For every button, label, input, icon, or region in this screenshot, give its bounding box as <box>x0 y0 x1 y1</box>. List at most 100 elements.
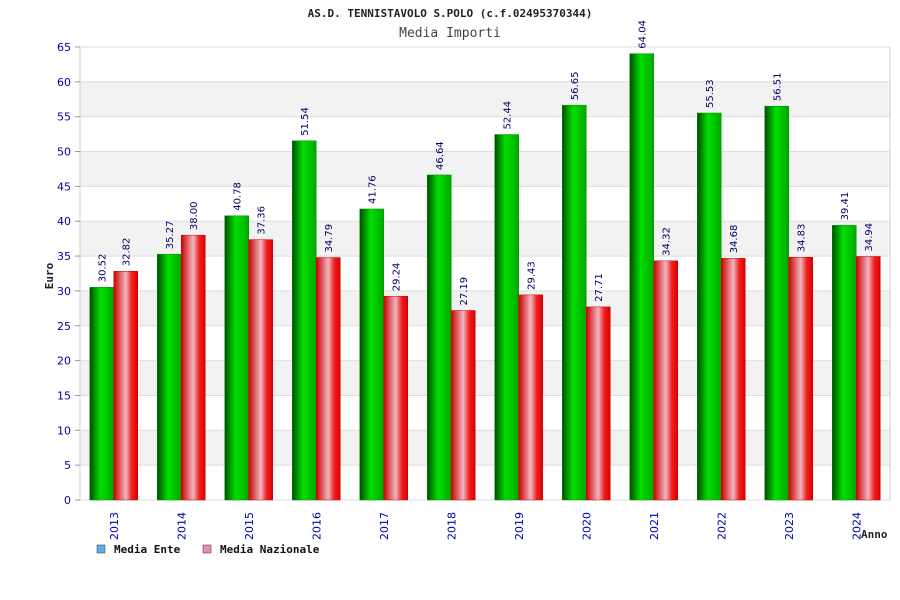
x-tick-label: 2018 <box>445 512 458 540</box>
x-tick-label: 2023 <box>783 512 796 540</box>
y-axis-ticks: 0 5 10 15 20 25 30 35 40 45 50 55 60 65 <box>57 41 80 507</box>
legend-label-nazionale: Media Nazionale <box>220 543 320 556</box>
value-label-ente: 56.65 <box>570 72 581 101</box>
bar-media-ente <box>494 134 519 501</box>
value-label-nazionale: 34.94 <box>864 223 875 252</box>
y-tick-label: 45 <box>57 180 71 193</box>
x-axis-ticks: 2013 2014 2015 2016 2017 2018 2019 2020 2021 2022… <box>108 512 864 540</box>
value-label-ente: 51.54 <box>300 107 311 136</box>
bar-media-ente <box>629 53 654 501</box>
value-label-nazionale: 34.83 <box>797 224 808 253</box>
bar-media-nazionale <box>586 306 611 501</box>
y-tick-label: 0 <box>64 494 71 507</box>
value-label-nazionale: 34.79 <box>324 224 335 253</box>
x-tick-label: 2017 <box>378 512 391 540</box>
bar-media-nazionale <box>451 310 476 501</box>
bar-media-ente <box>697 112 722 501</box>
value-label-ente: 40.78 <box>233 182 244 211</box>
plot-band <box>80 325 890 361</box>
x-tick-label: 2015 <box>243 512 256 540</box>
bar-media-nazionale <box>856 256 881 501</box>
value-label-ente: 46.64 <box>435 141 446 170</box>
x-tick-label: 2024 <box>850 512 863 540</box>
bar-media-ente <box>359 208 384 501</box>
value-label-nazionale: 34.32 <box>662 227 673 256</box>
bar-media-ente <box>832 225 857 501</box>
value-label-ente: 41.76 <box>368 175 379 204</box>
value-labels: 30.52 32.82 35.27 38.00 40.78 37.36 51.54 34.79… <box>98 20 876 305</box>
legend-swatch-nazionale <box>202 544 212 554</box>
y-tick-label: 35 <box>57 250 71 263</box>
value-label-nazionale: 29.24 <box>392 263 403 292</box>
value-label-ente: 30.52 <box>98 254 109 283</box>
x-tick-label: 2016 <box>310 512 323 540</box>
bar-media-nazionale <box>721 258 746 501</box>
bar-media-ente <box>427 174 452 501</box>
plot-band <box>80 81 890 117</box>
y-axis-label: Euro <box>43 262 56 289</box>
legend-label-ente: Media Ente <box>114 543 181 556</box>
y-tick-label: 10 <box>57 424 71 437</box>
bars-group <box>89 53 881 501</box>
bar-media-ente <box>89 287 114 501</box>
y-tick-label: 60 <box>57 76 71 89</box>
plot-band <box>80 290 890 326</box>
x-tick-label: 2014 <box>175 512 188 540</box>
bar-media-nazionale <box>788 257 813 501</box>
plot-band <box>80 221 890 257</box>
bar-media-ente <box>764 105 789 501</box>
x-axis-label: Anno <box>861 528 888 541</box>
bar-media-nazionale <box>653 260 678 501</box>
y-tick-label: 20 <box>57 355 71 368</box>
x-tick-label: 2019 <box>513 512 526 540</box>
y-tick-label: 40 <box>57 215 71 228</box>
value-label-nazionale: 38.00 <box>189 202 200 231</box>
y-tick-label: 30 <box>57 285 71 298</box>
x-tick-label: 2022 <box>715 512 728 540</box>
chart-subtitle: Media Importi <box>399 26 501 41</box>
plot-band <box>80 395 890 431</box>
value-label-nazionale: 27.71 <box>594 273 605 302</box>
value-label-ente: 64.04 <box>638 20 649 49</box>
x-tick-label: 2020 <box>580 512 593 540</box>
value-label-nazionale: 32.82 <box>122 238 133 267</box>
value-label-nazionale: 27.19 <box>459 277 470 306</box>
bar-media-ente <box>157 253 182 501</box>
bar-media-nazionale <box>383 295 408 501</box>
y-tick-label: 65 <box>57 41 71 54</box>
legend: Media Ente Media Nazionale <box>96 543 320 556</box>
y-tick-label: 50 <box>57 146 71 159</box>
plot-band <box>80 256 890 291</box>
plot-band <box>80 151 890 187</box>
value-label-ente: 52.44 <box>503 101 514 130</box>
value-label-nazionale: 34.68 <box>729 225 740 254</box>
chart-title: AS.D. TENNISTAVOLO S.POLO (c.f.024953703… <box>308 7 593 20</box>
plot-band <box>80 465 890 500</box>
value-label-ente: 39.41 <box>840 192 851 221</box>
plot-band <box>80 186 890 222</box>
plot-band <box>80 360 890 396</box>
plot-background <box>79 46 891 501</box>
grid-lines <box>80 46 890 501</box>
value-label-ente: 35.27 <box>165 221 176 250</box>
bar-media-ente <box>562 104 587 501</box>
x-tick-label: 2013 <box>108 512 121 540</box>
value-label-ente: 55.53 <box>705 79 716 108</box>
y-tick-label: 55 <box>57 111 71 124</box>
bar-media-nazionale <box>113 271 138 501</box>
bar-media-nazionale <box>518 294 543 501</box>
value-label-nazionale: 29.43 <box>527 261 538 290</box>
plot-band <box>80 47 890 82</box>
plot-band <box>80 430 890 466</box>
bar-media-ente <box>224 215 249 501</box>
value-label-nazionale: 37.36 <box>257 206 268 235</box>
bar-media-nazionale <box>248 239 273 501</box>
y-tick-label: 5 <box>64 459 71 472</box>
bar-media-ente <box>292 140 317 501</box>
plot-band <box>80 116 890 152</box>
bar-media-nazionale <box>181 234 206 501</box>
value-label-ente: 56.51 <box>773 73 784 102</box>
y-tick-label: 25 <box>57 320 71 333</box>
y-tick-label: 15 <box>57 389 71 402</box>
